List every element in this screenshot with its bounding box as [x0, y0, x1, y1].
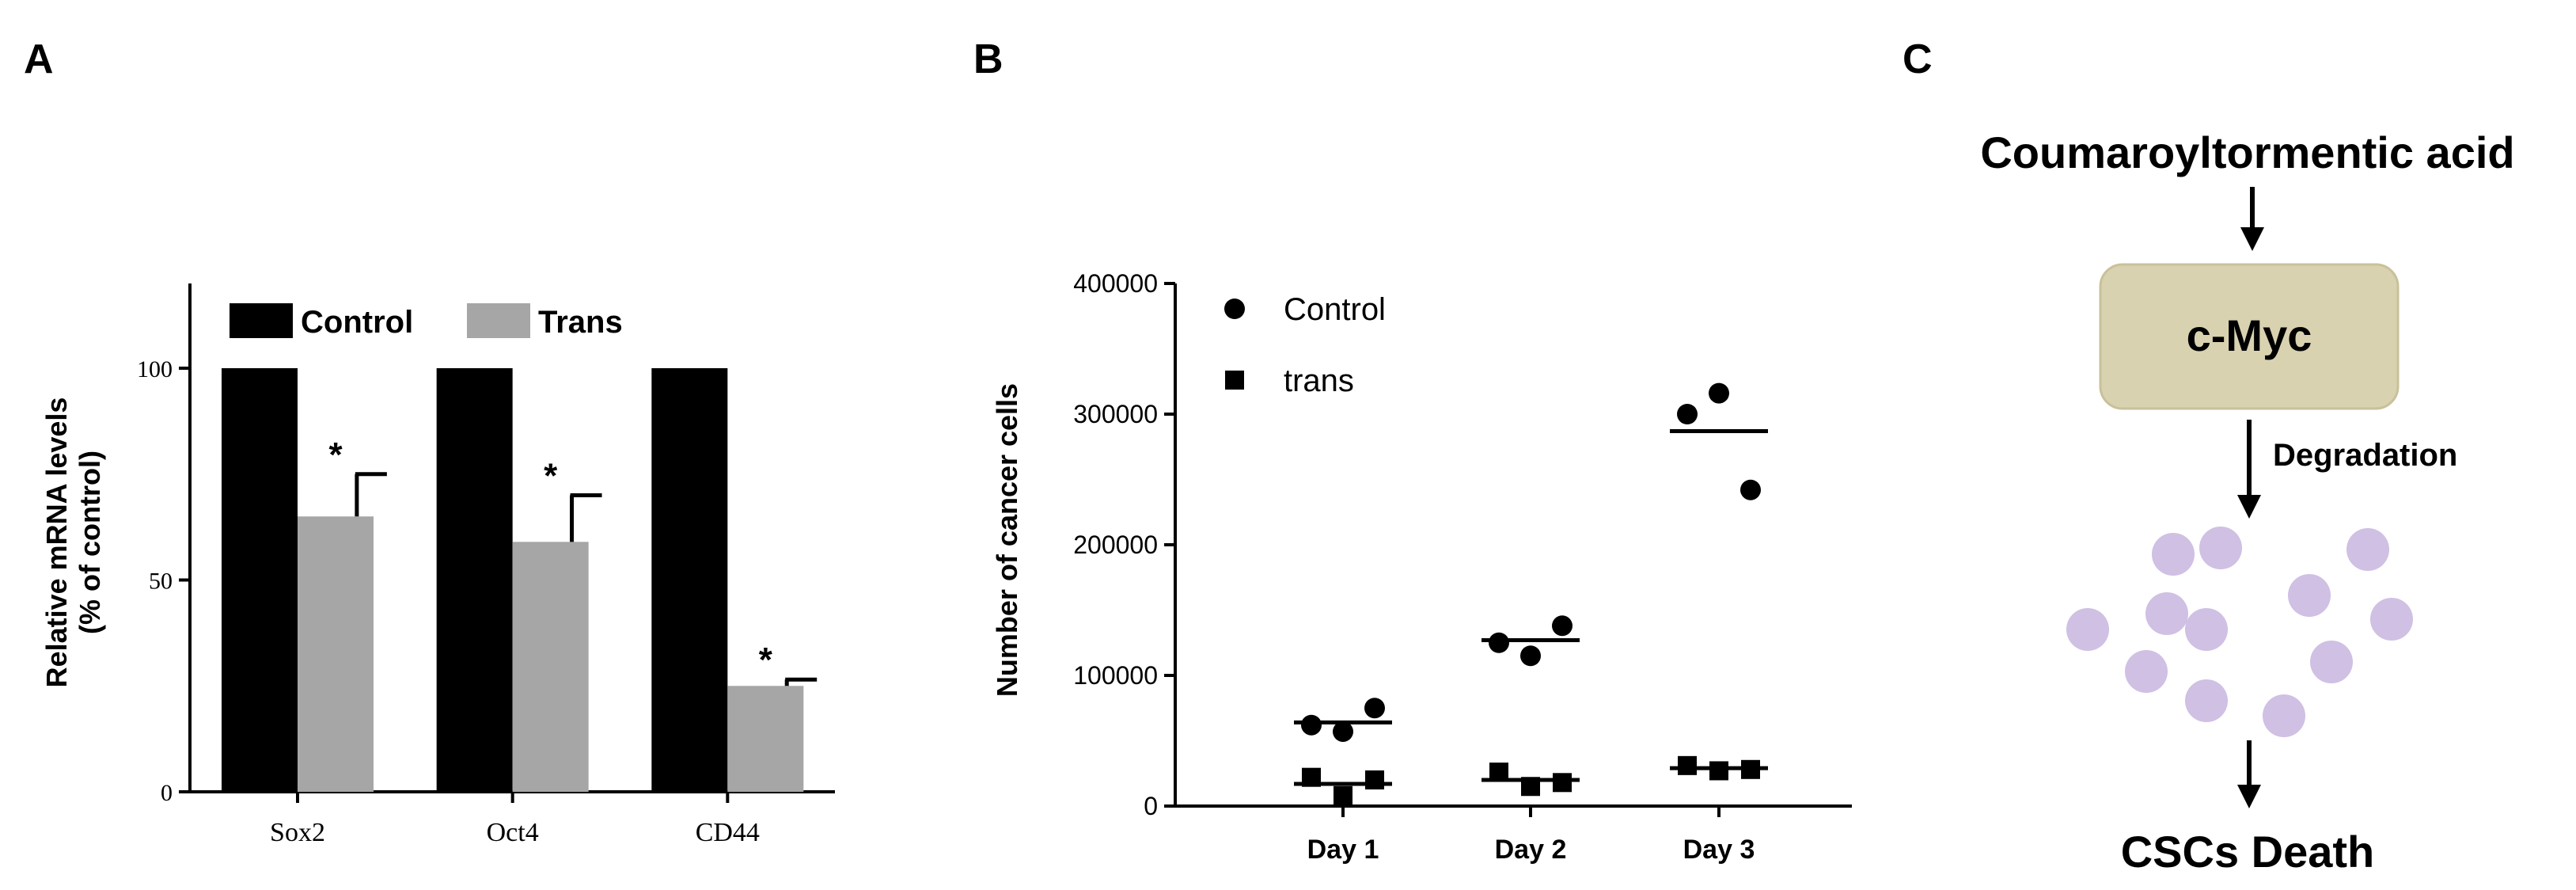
chart-a-y-axis-label-line1: Relative mRNA levels — [40, 397, 73, 688]
panel-c: C Coumaroyltormentic acid c-Myc Degradat… — [1903, 36, 2515, 877]
chart-b-point-trans — [1334, 785, 1352, 805]
chart-b-point-control — [1520, 645, 1541, 667]
chart-a-significance-star: * — [328, 435, 343, 474]
cell-dot — [2346, 528, 2389, 571]
chart-b-legend-marker-trans — [1225, 371, 1244, 390]
chart-b-point-control — [1333, 721, 1353, 742]
chart-a-bar-trans — [298, 516, 374, 792]
chart-b-point-control — [1709, 382, 1729, 404]
chart-b-y-tick-label: 300000 — [1073, 400, 1158, 428]
chart-b-legend-label-control: Control — [1284, 292, 1386, 327]
chart-b-y-tick-label: 0 — [1144, 792, 1158, 820]
chart-b-point-trans — [1678, 755, 1697, 775]
chart-a-significance-star: * — [544, 457, 558, 496]
chart-a-bar-control — [222, 368, 298, 792]
cell-dot — [2199, 527, 2242, 569]
chart-b-point-control — [1677, 404, 1698, 424]
chart-b-y-axis-label: Number of cancer cells — [991, 383, 1023, 697]
chart-a-legend-swatch-trans — [467, 303, 530, 338]
chart-a-y-tick-label: 100 — [137, 356, 173, 382]
chart-a-y-tick-label: 50 — [149, 569, 173, 595]
chart-a-legend-label-control: Control — [301, 305, 413, 340]
chart-b-point-control — [1740, 479, 1761, 500]
cell-dot — [2288, 574, 2331, 617]
chart-b-point-trans — [1553, 773, 1572, 793]
panel-b-letter: B — [973, 36, 1003, 82]
chart-a-y-axis-label-line2: (% of control) — [74, 451, 106, 634]
cell-dot — [2310, 641, 2353, 683]
chart-a-x-tick-label: Oct4 — [487, 818, 539, 847]
cell-dot — [2145, 592, 2188, 635]
chart-a-x-tick-label: Sox2 — [270, 818, 325, 847]
cell-dot — [2185, 608, 2228, 651]
panel-a-letter: A — [24, 36, 54, 82]
chart-b-point-control — [1301, 714, 1322, 736]
chart-b-point-control — [1489, 632, 1509, 653]
chart-a-significance-star: * — [759, 641, 773, 679]
cell-dot — [2370, 598, 2413, 641]
chart-b-x-tick-label: Day 2 — [1495, 835, 1567, 865]
cell-dot — [2263, 694, 2305, 737]
chart-a-legend-swatch-control — [230, 303, 293, 338]
cell-dot — [2066, 608, 2109, 651]
chart-a-bar-control — [651, 368, 728, 792]
chart-b-point-control — [1364, 698, 1385, 719]
chart-b-y-tick-label: 100000 — [1073, 661, 1158, 690]
chart-a-y-tick-label: 0 — [161, 780, 173, 806]
chart-b-y-tick-label: 200000 — [1073, 531, 1158, 559]
chart-a-bar-trans — [512, 542, 589, 792]
chart-a-legend-label-trans: Trans — [538, 305, 623, 340]
cell-dot — [2125, 650, 2168, 693]
diagram-cell-dots — [2066, 527, 2413, 737]
diagram-result-label: CSCs Death — [2121, 827, 2375, 877]
diagram-degradation-label: Degradation — [2273, 438, 2457, 473]
diagram-compound-label: Coumaroyltormentic acid — [1980, 127, 2514, 177]
chart-b-point-trans — [1709, 761, 1728, 781]
chart-b-point-control — [1552, 615, 1573, 637]
diagram-cmyc-label: c-Myc — [2187, 310, 2312, 360]
panel-c-letter: C — [1903, 36, 1933, 82]
chart-b-point-trans — [1365, 770, 1384, 789]
chart-a-bar-control — [436, 368, 513, 792]
diagram-cmyc-box — [2099, 263, 2400, 410]
chart-b-y-tick-label: 400000 — [1073, 269, 1158, 298]
cell-dot — [2185, 679, 2228, 722]
chart-a-x-tick-label: CD44 — [696, 818, 760, 847]
chart-a-plot: 0 50 100 * Sox2 * Oct4 * CD44 Control Trans — [137, 283, 835, 847]
chart-b-x-tick-label: Day 1 — [1307, 835, 1379, 865]
chart-a-y-axis-label: Relative mRNA levels (% of control) — [40, 397, 106, 688]
chart-b-legend-marker-control — [1224, 299, 1245, 319]
chart-a-bar-trans — [727, 686, 804, 792]
cell-dot — [2152, 533, 2195, 576]
panel-a: A Relative mRNA levels (% of control) 0 5… — [24, 36, 835, 847]
chart-b-x-tick-label: Day 3 — [1683, 835, 1755, 865]
panel-b: B Number of cancer cells 0 100000 200000 30… — [973, 36, 1852, 865]
chart-b-plot: 0 100000 200000 300000 400000 Day 1 Day 2 Day 3… — [1073, 269, 1852, 865]
chart-b-legend-label-trans: trans — [1284, 363, 1354, 398]
